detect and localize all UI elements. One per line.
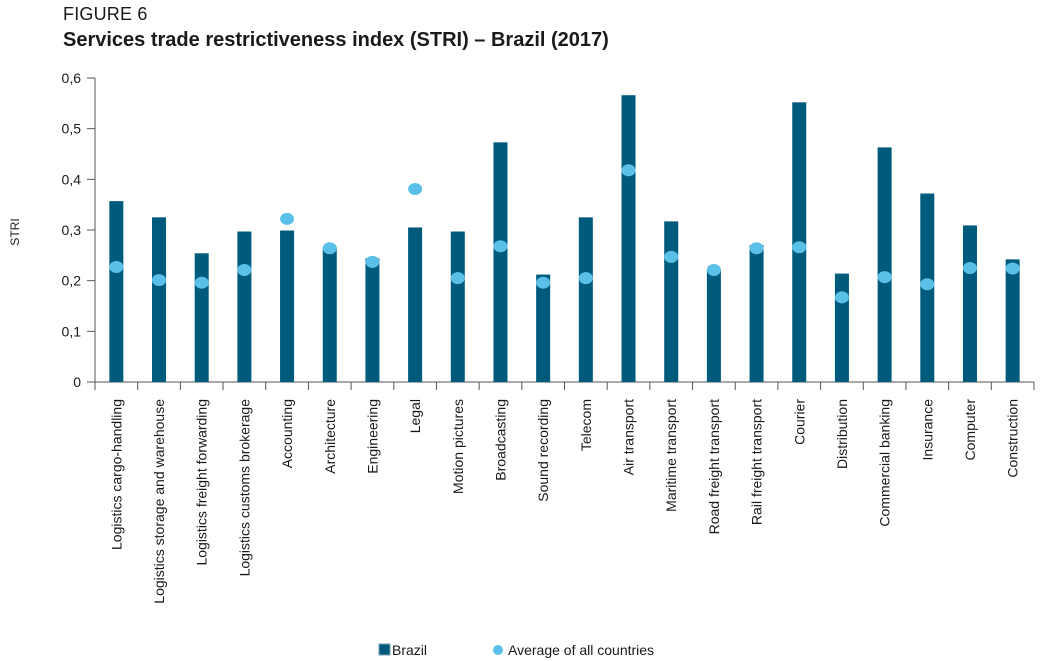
y-axis-label: STRI (8, 218, 22, 245)
category-label: Sound recording (535, 399, 551, 502)
point-average (280, 212, 295, 225)
y-tick-label: 0,2 (62, 273, 82, 289)
bar-brazil (834, 273, 849, 382)
legend: Brazil Average of all countries (378, 642, 654, 658)
category-label: Broadcasting (492, 399, 508, 481)
point-series-average (109, 164, 1020, 304)
bar-brazil (877, 147, 892, 382)
legend-swatch-brazil (378, 643, 391, 656)
category-label: Road freight transport (706, 399, 722, 535)
point-average (621, 164, 636, 177)
category-label: Insurance (919, 399, 935, 461)
bar-brazil (365, 258, 380, 382)
chart-title: Services trade restrictiveness index (ST… (63, 29, 609, 51)
y-tick-label: 0,1 (62, 323, 82, 339)
y-tick-label: 0,5 (62, 121, 82, 137)
category-label: Accounting (279, 399, 295, 468)
bar-brazil (749, 245, 764, 382)
category-label: Rail freight transport (749, 399, 765, 525)
bar-brazil (664, 221, 679, 382)
bar-brazil (408, 227, 423, 382)
category-label: Computer (962, 399, 978, 461)
category-label: Logistics freight forwarding (194, 399, 210, 566)
point-average (877, 271, 892, 284)
category-label: Motion pictures (450, 399, 466, 494)
bar-brazil (109, 201, 124, 382)
category-label: Logistics customs brokerage (236, 399, 252, 577)
bar-brazil (322, 247, 337, 382)
category-label: Logistics storage and warehouse (151, 399, 167, 604)
bar-brazil (706, 269, 721, 382)
legend-label-average: Average of all countries (508, 642, 654, 658)
point-average (365, 255, 380, 268)
category-label: Engineering (364, 399, 380, 474)
point-average (578, 272, 593, 285)
point-average (792, 241, 807, 254)
bar-brazil (1005, 259, 1020, 382)
y-tick-label: 0,4 (62, 171, 82, 187)
point-average (962, 262, 977, 274)
point-average (322, 242, 337, 255)
legend-label-brazil: Brazil (392, 642, 427, 658)
point-average (1005, 262, 1020, 275)
legend-swatch-average (493, 645, 503, 655)
y-tick-label: 0 (73, 374, 81, 390)
category-label: Air transport (621, 399, 637, 475)
point-average (834, 291, 849, 304)
category-label: Legal (407, 399, 423, 433)
point-average (706, 264, 721, 277)
bar-brazil (962, 225, 977, 382)
point-average (536, 276, 551, 289)
point-average (664, 250, 679, 263)
point-average (408, 182, 423, 195)
y-tick-label: 0,6 (62, 70, 82, 86)
point-average (194, 276, 209, 289)
category-label: Architecture (322, 399, 338, 474)
point-average (920, 278, 935, 291)
category-label: Logistics cargo-handling (108, 399, 124, 550)
point-average (109, 260, 124, 273)
bar-brazil (450, 231, 465, 382)
bar-brazil (536, 274, 551, 382)
category-label: Courier (791, 399, 807, 445)
point-average (749, 242, 764, 255)
point-average (493, 240, 508, 253)
category-labels: Logistics cargo-handling Logistics storag… (108, 399, 1020, 604)
category-label: Construction (1005, 399, 1021, 478)
category-label: Distribution (834, 399, 850, 469)
bar-brazil (194, 253, 209, 382)
bar-brazil (280, 230, 295, 382)
point-average (450, 272, 465, 285)
bar-series-brazil (109, 95, 1020, 382)
bar-brazil (578, 217, 593, 382)
bar-brazil (621, 95, 636, 382)
category-label: Telecom (578, 399, 594, 451)
point-average (237, 264, 252, 277)
category-label: Commercial banking (877, 399, 893, 527)
bar-brazil (152, 217, 167, 382)
bar-brazil (493, 142, 508, 382)
category-label: Maritime transport (663, 399, 679, 512)
y-tick-label: 0,3 (62, 222, 82, 238)
bar-brazil (237, 231, 252, 382)
figure-label: FIGURE 6 (63, 4, 148, 24)
point-average (152, 274, 167, 287)
